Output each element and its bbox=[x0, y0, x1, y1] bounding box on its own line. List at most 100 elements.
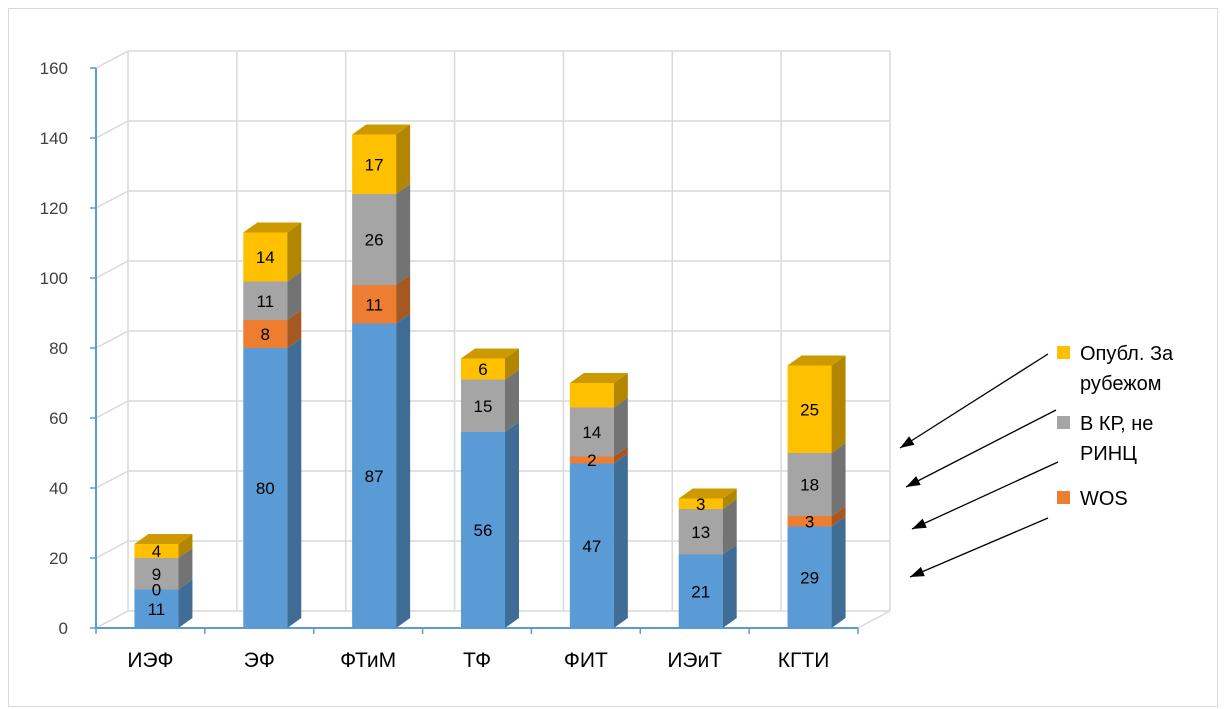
y-tick-label: 0 bbox=[59, 619, 68, 638]
bar-segment-side bbox=[178, 548, 193, 590]
y-tick-label: 60 bbox=[49, 409, 68, 428]
gridline-side bbox=[95, 120, 129, 139]
data-label: 47 bbox=[582, 537, 601, 556]
data-label: 25 bbox=[800, 400, 819, 419]
legend-swatch bbox=[1057, 491, 1070, 504]
x-category-label: ЭФ bbox=[244, 649, 275, 672]
data-label: 3 bbox=[805, 512, 814, 531]
bar-segment-front bbox=[134, 544, 179, 558]
bar-segment-front bbox=[243, 232, 288, 282]
bar-segment-front bbox=[352, 323, 397, 628]
legend: Опубл. За рубежом В КР, не РИНЦ WOS bbox=[1057, 343, 1174, 510]
annotation-arrow-head bbox=[910, 566, 925, 577]
y-tick-label: 120 bbox=[40, 199, 68, 218]
bar-segment-side bbox=[178, 534, 193, 558]
bar-segment-front bbox=[461, 379, 505, 432]
bar-segment-front bbox=[352, 134, 397, 194]
bar-top-cap bbox=[678, 488, 737, 499]
bar-segment-front bbox=[787, 516, 832, 527]
bar-segment-side bbox=[831, 516, 846, 628]
data-label: 56 bbox=[474, 521, 493, 540]
x-category-label: ИЭиТ bbox=[667, 649, 722, 672]
bar-top-cap bbox=[787, 355, 846, 366]
y-tick-label: 40 bbox=[49, 479, 68, 498]
annotation-arrow-head bbox=[912, 518, 927, 529]
annotation-arrow-head bbox=[906, 476, 921, 487]
gridline-side bbox=[95, 330, 129, 349]
bar-segment-side bbox=[396, 275, 411, 324]
legend-label: Опубл. За bbox=[1080, 343, 1174, 365]
bar-segment-side bbox=[613, 446, 628, 464]
annotation-arrow-line bbox=[899, 353, 1049, 449]
y-tick-label: 20 bbox=[49, 549, 68, 568]
data-label: 2 bbox=[587, 451, 596, 470]
bar-segment-front bbox=[352, 194, 397, 285]
bar-segment-front bbox=[678, 509, 723, 555]
bar-segment-side bbox=[722, 488, 737, 509]
data-label: 15 bbox=[474, 397, 493, 416]
legend-label: РИНЦ bbox=[1080, 443, 1137, 465]
bar-segment-side bbox=[613, 373, 628, 408]
bar-segment-side bbox=[831, 355, 846, 453]
bar-segment-front bbox=[569, 383, 614, 408]
bars bbox=[134, 124, 846, 628]
data-label: 11 bbox=[256, 292, 274, 311]
bar-segment-side bbox=[287, 271, 302, 320]
data-label: 8 bbox=[261, 325, 270, 344]
bar-segment-side bbox=[613, 453, 628, 628]
bar-segment-front bbox=[678, 498, 723, 509]
bar-top-cap bbox=[243, 222, 302, 233]
bar-segment-side bbox=[287, 222, 302, 282]
bar-segment-front bbox=[134, 589, 179, 628]
bar-segment-side bbox=[505, 348, 519, 380]
data-label: 6 bbox=[478, 360, 487, 379]
bar-segment-side bbox=[831, 506, 846, 527]
bar-segment-side bbox=[287, 338, 302, 628]
data-label: 14 bbox=[582, 423, 601, 442]
bar-top-cap bbox=[461, 348, 519, 359]
data-label: 9 bbox=[152, 565, 161, 584]
bar-top-cap bbox=[352, 124, 411, 135]
bar-segment-side bbox=[396, 184, 411, 285]
bar-segment-side bbox=[722, 544, 737, 628]
gridline-side bbox=[95, 190, 129, 209]
bar-segment-front bbox=[134, 558, 179, 590]
bar-segment-front bbox=[678, 554, 723, 628]
bar-segment-front bbox=[569, 463, 614, 628]
bar-segment-side bbox=[396, 124, 411, 194]
data-label: 21 bbox=[691, 582, 710, 601]
data-label: 80 bbox=[256, 479, 275, 498]
x-category-label: ТФ bbox=[463, 649, 491, 672]
bar-segment-front bbox=[787, 365, 832, 453]
legend-label: WOS bbox=[1080, 488, 1128, 510]
bar-segment-front bbox=[243, 348, 288, 628]
legend-arrows bbox=[899, 353, 1059, 578]
bar-segment-front bbox=[243, 320, 288, 348]
bar-segment-front bbox=[787, 453, 832, 516]
data-label: 26 bbox=[365, 231, 384, 250]
bar-top-cap bbox=[569, 373, 628, 383]
data-label: 87 bbox=[365, 467, 384, 486]
bar-segment-side bbox=[505, 422, 519, 628]
x-category-label: ИЭФ bbox=[127, 649, 173, 672]
bar-segment-side bbox=[178, 579, 193, 628]
x-category-label: КГТИ bbox=[778, 649, 830, 672]
x-category-label: ФИТ bbox=[564, 649, 608, 672]
bar-segment-front bbox=[243, 281, 288, 320]
annotation-arrow-line bbox=[905, 409, 1057, 488]
y-tick-label: 160 bbox=[40, 59, 68, 78]
bar-top-cap bbox=[134, 534, 193, 544]
legend-label: В КР, не bbox=[1080, 413, 1153, 435]
bar-segment-front bbox=[461, 358, 505, 380]
bar-segment-side bbox=[722, 499, 737, 555]
data-label: 13 bbox=[691, 523, 710, 542]
bar-segment-front bbox=[787, 526, 832, 628]
data-label: 11 bbox=[365, 295, 383, 314]
y-axis-ticks: 0 20 40 60 80 100 120 140 160 bbox=[40, 59, 68, 638]
data-labels: 1109480811148711261756156472142113329318… bbox=[148, 155, 819, 619]
data-label: 3 bbox=[696, 495, 705, 514]
gridline-side bbox=[95, 540, 129, 559]
gridline-side bbox=[95, 400, 129, 419]
data-label: 4 bbox=[152, 542, 161, 561]
